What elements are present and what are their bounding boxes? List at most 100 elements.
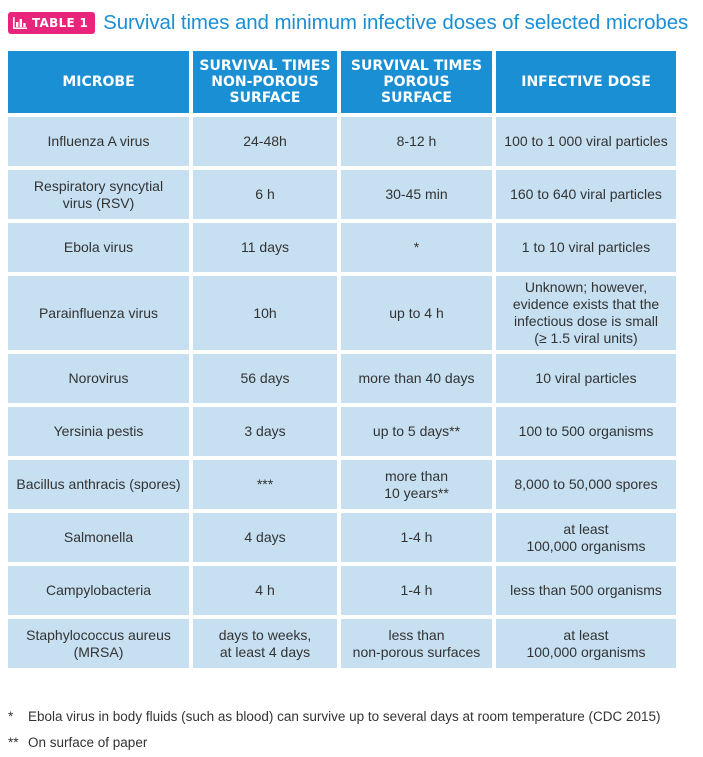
- cell-text: Unknown; however, evidence exists that th…: [512, 279, 660, 346]
- survival-porous-cell: less than non-porous surfaces: [341, 619, 492, 668]
- cell-text: 3 days: [244, 423, 286, 439]
- header-survival-porous: SURVIVAL TIMES POROUS SURFACE: [341, 51, 492, 113]
- table-heading: TABLE 1 Survival times and minimum infec…: [8, 8, 688, 38]
- footnote-text: Ebola virus in body fluids (such as bloo…: [28, 708, 661, 724]
- survival-porous-cell: up to 4 h: [341, 276, 492, 350]
- cell-text: Influenza A virus: [47, 133, 150, 149]
- infective-dose-cell: 100 to 500 organisms: [496, 407, 676, 456]
- cell-text: Ebola virus: [63, 239, 134, 255]
- infective-dose-cell: at least 100,000 organisms: [496, 619, 676, 668]
- footnote: * Ebola virus in body fluids (such as bl…: [8, 703, 661, 729]
- cell-text: *: [413, 239, 420, 255]
- page-title: Survival times and minimum infective dos…: [103, 11, 689, 34]
- infective-dose-cell: 10 viral particles: [496, 354, 676, 403]
- cell-text: 30-45 min: [385, 186, 448, 202]
- survival-porous-cell: more than 40 days: [341, 354, 492, 403]
- header-survival-non-porous: SURVIVAL TIMES NON-POROUS SURFACE: [193, 51, 337, 113]
- cell-text: Norovirus: [68, 370, 129, 386]
- cell-text: 8,000 to 50,000 spores: [514, 476, 658, 492]
- infective-dose-cell: 8,000 to 50,000 spores: [496, 460, 676, 509]
- header-label: INFECTIVE DOSE: [521, 74, 651, 90]
- cell-text: 10 viral particles: [535, 370, 637, 386]
- cell-text: 24-48h: [243, 133, 287, 149]
- cell-text: more than 10 years**: [384, 467, 449, 501]
- cell-text: Bacillus anthracis (spores): [16, 476, 181, 492]
- cell-text: 1-4 h: [400, 529, 433, 545]
- survival-non-porous-cell: 24-48h: [193, 117, 337, 166]
- cell-text: 56 days: [240, 370, 290, 386]
- cell-text: 8-12 h: [396, 133, 437, 149]
- cell-text: days to weeks, at least 4 days: [218, 626, 312, 660]
- cell-text: Campylobacteria: [45, 582, 152, 598]
- footnote-mark: **: [8, 734, 19, 750]
- cell-text: 1-4 h: [400, 582, 433, 598]
- cell-text: Respiratory syncytial virus (RSV): [33, 177, 164, 211]
- survival-non-porous-cell: 11 days: [193, 223, 337, 272]
- infective-dose-cell: at least 100,000 organisms: [496, 513, 676, 562]
- survival-non-porous-cell: days to weeks, at least 4 days: [193, 619, 337, 668]
- cell-text: up to 5 days**: [372, 423, 461, 439]
- survival-non-porous-cell: ***: [193, 460, 337, 509]
- cell-text: 4 days: [244, 529, 286, 545]
- survival-porous-cell: *: [341, 223, 492, 272]
- cell-text: 100 to 1 000 viral particles: [504, 133, 668, 149]
- footnote-mark: *: [8, 708, 14, 724]
- microbe-cell: Salmonella: [8, 513, 189, 562]
- footnotes: * Ebola virus in body fluids (such as bl…: [8, 703, 661, 755]
- survival-porous-cell: 30-45 min: [341, 170, 492, 219]
- cell-text: ***: [256, 476, 274, 492]
- cell-text: at least 100,000 organisms: [526, 626, 646, 660]
- survival-porous-cell: 8-12 h: [341, 117, 492, 166]
- cell-text: Yersinia pestis: [53, 423, 144, 439]
- microbe-cell: Campylobacteria: [8, 566, 189, 615]
- survival-porous-cell: up to 5 days**: [341, 407, 492, 456]
- header-label: SURVIVAL TIMES NON-POROUS SURFACE: [199, 58, 331, 106]
- cell-text: at least 100,000 organisms: [526, 520, 646, 554]
- survival-non-porous-cell: 6 h: [193, 170, 337, 219]
- cell-text: 1 to 10 viral particles: [521, 239, 651, 255]
- infective-dose-cell: 1 to 10 viral particles: [496, 223, 676, 272]
- microbe-cell: Ebola virus: [8, 223, 189, 272]
- infective-dose-cell: Unknown; however, evidence exists that th…: [496, 276, 676, 350]
- footnote-text: On surface of paper: [28, 734, 148, 750]
- cell-text: less than 500 organisms: [510, 582, 662, 598]
- microbe-cell: Influenza A virus: [8, 117, 189, 166]
- microbe-cell: Parainfluenza virus: [8, 276, 189, 350]
- cell-text: 10h: [253, 304, 277, 321]
- cell-text: Parainfluenza virus: [38, 304, 159, 321]
- cell-text: 4 h: [255, 582, 275, 598]
- cell-text: more than 40 days: [358, 370, 475, 386]
- infective-dose-cell: 160 to 640 viral particles: [496, 170, 676, 219]
- header-label: SURVIVAL TIMES POROUS SURFACE: [350, 58, 483, 106]
- microbe-cell: Respiratory syncytial virus (RSV): [8, 170, 189, 219]
- cell-text: 160 to 640 viral particles: [510, 186, 662, 202]
- header-microbe: MICROBE: [8, 51, 189, 113]
- header-label: MICROBE: [62, 74, 135, 90]
- cell-text: 6 h: [255, 186, 275, 202]
- footnote: ** On surface of paper: [8, 729, 661, 755]
- infective-dose-cell: less than 500 organisms: [496, 566, 676, 615]
- survival-non-porous-cell: 4 days: [193, 513, 337, 562]
- infective-dose-cell: 100 to 1 000 viral particles: [496, 117, 676, 166]
- survival-porous-cell: 1-4 h: [341, 513, 492, 562]
- cell-text: Salmonella: [63, 529, 134, 545]
- cell-text: up to 4 h: [389, 304, 444, 321]
- survival-non-porous-cell: 56 days: [193, 354, 337, 403]
- microbe-cell: Yersinia pestis: [8, 407, 189, 456]
- cell-text: 11 days: [241, 239, 289, 255]
- survival-non-porous-cell: 4 h: [193, 566, 337, 615]
- survival-non-porous-cell: 3 days: [193, 407, 337, 456]
- bar-chart-icon: [13, 17, 27, 29]
- microbe-cell: Staphylococcus aureus (MRSA): [8, 619, 189, 668]
- cell-text: Staphylococcus aureus (MRSA): [26, 626, 171, 660]
- survival-non-porous-cell: 10h: [193, 276, 337, 350]
- microbe-cell: Norovirus: [8, 354, 189, 403]
- survival-porous-cell: 1-4 h: [341, 566, 492, 615]
- header-infective-dose: INFECTIVE DOSE: [496, 51, 676, 113]
- microbe-cell: Bacillus anthracis (spores): [8, 460, 189, 509]
- cell-text: 100 to 500 organisms: [518, 423, 654, 439]
- badge-label: TABLE 1: [32, 16, 89, 30]
- microbes-table: MICROBE SURVIVAL TIMES NON-POROUS SURFACE …: [8, 51, 688, 668]
- survival-porous-cell: more than 10 years**: [341, 460, 492, 509]
- cell-text: less than non-porous surfaces: [352, 626, 481, 660]
